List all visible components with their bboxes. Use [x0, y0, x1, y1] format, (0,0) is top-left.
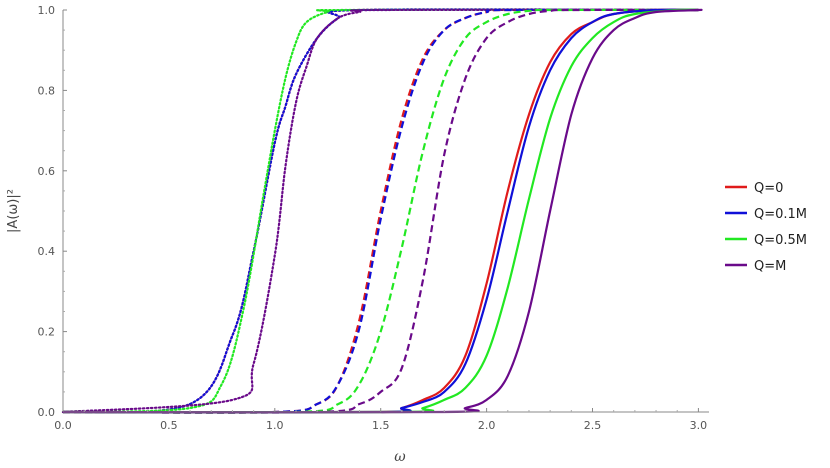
axes: 0.0 0.5 1.0 1.5 2.0 2.5 3.0 0.0 0.2 0.4 0.6 0.8 1.0: [38, 4, 709, 432]
y-tick-label: 1.0: [38, 4, 56, 17]
curve-q-0-dashed: [62, 8, 699, 414]
curve-q-0-5m-solid: [62, 8, 699, 414]
curve-q-0-5m-dashed: [62, 8, 699, 414]
y-axis-title: |A(ω)|²: [6, 189, 21, 233]
y-tick-label: 0.0: [38, 406, 56, 419]
x-tick-label: 1.5: [372, 419, 390, 432]
legend-label: Q=0.1M: [754, 207, 807, 222]
x-ticks: 0.0 0.5 1.0 1.5 2.0 2.5 3.0: [54, 408, 707, 432]
legend-label: Q=0.5M: [754, 233, 807, 248]
y-tick-label: 0.8: [38, 84, 56, 97]
x-tick-label: 0.0: [54, 419, 72, 432]
x-tick-label: 1.0: [266, 419, 284, 432]
curve-q-m-dotted: [61, 8, 700, 414]
curve-q-0-1m-solid: [62, 8, 699, 414]
x-tick-label: 3.0: [690, 419, 708, 432]
y-tick-label: 0.2: [38, 326, 56, 339]
y-tick-label: 0.6: [38, 165, 56, 178]
x-axis-title: ω: [394, 449, 406, 465]
y-ticks: 0.0 0.2 0.4 0.6 0.8 1.0: [38, 4, 67, 419]
curve-q-0-1m-dashed: [62, 8, 699, 414]
legend-label: Q=0: [754, 181, 783, 196]
x-tick-label: 2.0: [478, 419, 496, 432]
x-tick-label: 2.5: [584, 419, 602, 432]
legend-label: Q=M: [754, 259, 786, 274]
curve-q-m-dashed: [62, 8, 699, 414]
curve-q-0-5m-dotted: [61, 8, 700, 414]
y-tick-label: 0.4: [38, 245, 56, 258]
plot-curves: [61, 8, 703, 414]
legend: Q=0 Q=0.1M Q=0.5M Q=M: [725, 181, 807, 274]
x-tick-label: 0.5: [160, 419, 178, 432]
